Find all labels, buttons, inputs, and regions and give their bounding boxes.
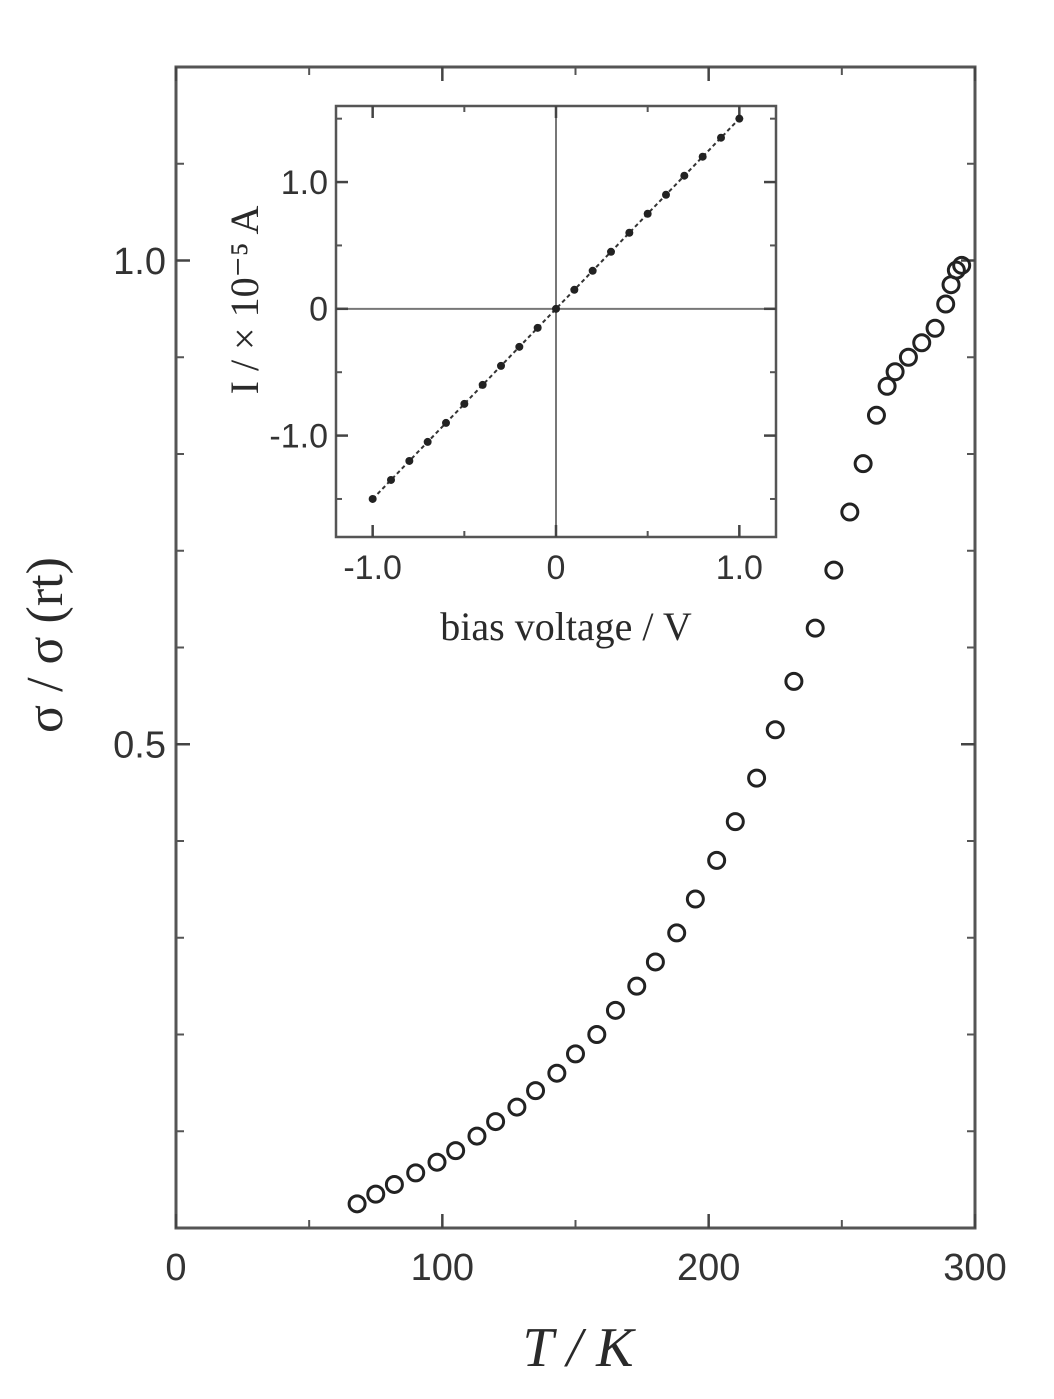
main-x-tick-label: 300 (943, 1247, 1006, 1289)
main-y-tick-label: 1.0 (113, 241, 166, 283)
inset-data-point (368, 494, 377, 503)
inset-data-point (515, 342, 524, 351)
main-data-point (707, 850, 727, 870)
main-data-point (446, 1141, 466, 1161)
inset-data-point (735, 114, 744, 123)
main-data-point (898, 347, 918, 367)
main-data-point (467, 1126, 487, 1146)
inset-data-point (533, 323, 542, 332)
inset-x-axis-title: bias voltage / V (440, 604, 692, 649)
main-data-point (384, 1174, 404, 1194)
main-data-point (885, 362, 905, 382)
main-data-point (936, 294, 956, 314)
inset-y-tick-label: -1.0 (269, 417, 328, 455)
inset-plot-panel: -1.0 0 1.0 -1.0 0 1.0 (269, 104, 778, 587)
inset-data-point (643, 209, 652, 218)
inset-data-point (607, 247, 615, 256)
main-data-point (547, 1063, 567, 1083)
main-data-point (566, 1044, 585, 1064)
inset-data-point (405, 456, 414, 465)
main-plot-panel: 0 100 200 300 0.5 1.0 (113, 65, 1007, 1289)
main-y-axis-title: σ / σ (rt) (17, 557, 74, 733)
main-data-point (427, 1152, 447, 1172)
inset-data-point (698, 152, 707, 161)
main-data-point (667, 923, 687, 943)
inset-data-point (588, 266, 597, 275)
main-data-point (946, 260, 966, 280)
main-data-point (952, 255, 972, 275)
inset-data-point (442, 418, 450, 427)
inset-data-point (460, 399, 469, 408)
main-x-tick-label: 200 (677, 1247, 740, 1289)
inset-data-point (497, 361, 505, 370)
main-data-point (824, 560, 844, 580)
main-data-point (685, 889, 705, 909)
inset-x-tick-label: 0 (547, 549, 566, 587)
main-data-point (526, 1081, 546, 1101)
inset-data-point (570, 285, 579, 294)
inset-data-point (478, 380, 487, 389)
inset-data-point (680, 171, 689, 180)
main-x-tick-label: 0 (165, 1247, 186, 1289)
inset-y-tick-label: 0 (309, 291, 328, 329)
inset-data-point (423, 437, 432, 446)
inset-y-axis-title: I / × 10⁻⁵ A (222, 206, 267, 395)
inset-x-tick-label: 1.0 (716, 549, 763, 587)
main-x-tick-label: 100 (411, 1247, 474, 1289)
main-data-point (627, 976, 647, 996)
main-data-point (587, 1025, 607, 1044)
main-data-point (725, 812, 745, 832)
main-data-point (366, 1184, 386, 1204)
inset-y-tick-label: 1.0 (281, 164, 328, 202)
main-data-point (605, 1000, 625, 1020)
inset-data-point (552, 304, 560, 313)
main-data-point (784, 671, 804, 691)
main-data-point (347, 1194, 367, 1214)
main-data-point (877, 376, 897, 396)
inset-data-point (717, 133, 725, 142)
main-data-point (853, 454, 873, 474)
main-y-tick-label: 0.5 (113, 725, 166, 767)
main-data-point (805, 618, 825, 638)
inset-data-point (662, 190, 670, 199)
main-data-point (507, 1097, 527, 1117)
main-data-point (645, 952, 665, 972)
inset-data-point (387, 475, 395, 484)
inset-x-tick-label: -1.0 (343, 549, 402, 587)
main-data-point (866, 405, 886, 425)
main-data-point (840, 502, 860, 522)
main-data-point (406, 1163, 426, 1183)
main-data-point (486, 1112, 506, 1132)
main-data-point (912, 333, 932, 353)
main-data-point (765, 720, 785, 740)
main-data-point (925, 318, 945, 338)
main-data-point (747, 768, 767, 788)
main-x-axis-title: T / K (522, 1317, 636, 1379)
inset-data-point (625, 228, 634, 237)
